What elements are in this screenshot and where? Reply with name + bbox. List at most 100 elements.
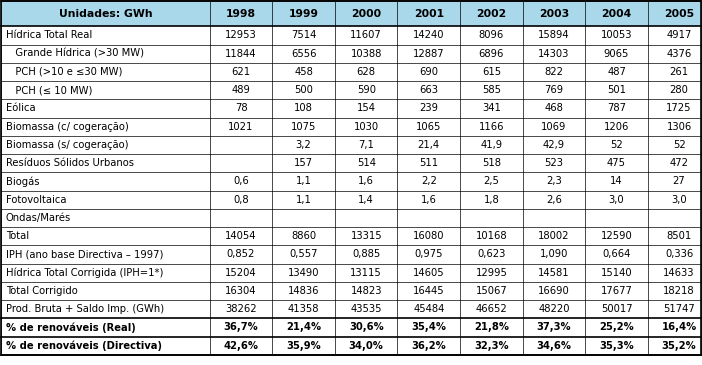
Text: 1021: 1021 xyxy=(228,122,253,132)
Text: 2000: 2000 xyxy=(351,8,381,19)
Text: 261: 261 xyxy=(670,67,689,77)
Text: 690: 690 xyxy=(419,67,438,77)
Text: Total: Total xyxy=(6,231,29,241)
Text: 14581: 14581 xyxy=(538,268,570,278)
Text: 35,9%: 35,9% xyxy=(286,341,321,351)
Text: 14054: 14054 xyxy=(225,231,257,241)
Text: 1166: 1166 xyxy=(479,122,504,132)
Text: 14: 14 xyxy=(610,176,623,187)
Text: 0,8: 0,8 xyxy=(233,195,249,205)
Text: 52: 52 xyxy=(673,140,685,150)
Bar xyxy=(1,1,701,26)
Text: 0,6: 0,6 xyxy=(233,176,249,187)
Text: PCH (>10 e ≤30 MW): PCH (>10 e ≤30 MW) xyxy=(6,67,122,77)
Text: 615: 615 xyxy=(482,67,501,77)
Text: 13490: 13490 xyxy=(288,268,319,278)
Text: 16304: 16304 xyxy=(225,286,257,296)
Bar xyxy=(1,209,701,227)
Text: 48220: 48220 xyxy=(538,304,570,314)
Text: 6556: 6556 xyxy=(291,49,317,59)
Text: 2004: 2004 xyxy=(602,8,632,19)
Text: 8860: 8860 xyxy=(291,231,316,241)
Text: 487: 487 xyxy=(607,67,626,77)
Text: 21,4%: 21,4% xyxy=(286,322,322,333)
Text: Unidades: GWh: Unidades: GWh xyxy=(59,8,152,19)
Text: Resíduos Sólidos Urbanos: Resíduos Sólidos Urbanos xyxy=(6,158,133,168)
Text: 14303: 14303 xyxy=(538,49,569,59)
Text: Biomassa (c/ cogeração): Biomassa (c/ cogeração) xyxy=(6,122,128,132)
Bar xyxy=(1,118,701,136)
Text: 21,4: 21,4 xyxy=(418,140,440,150)
Text: 0,664: 0,664 xyxy=(602,249,630,260)
Text: 590: 590 xyxy=(357,85,376,95)
Text: 13315: 13315 xyxy=(350,231,382,241)
Text: 468: 468 xyxy=(545,103,564,114)
Text: 154: 154 xyxy=(357,103,376,114)
Text: 3,2: 3,2 xyxy=(296,140,312,150)
Text: 13115: 13115 xyxy=(350,268,382,278)
Text: 14605: 14605 xyxy=(413,268,444,278)
Text: 2,3: 2,3 xyxy=(546,176,562,187)
Bar xyxy=(1,45,701,63)
Text: 280: 280 xyxy=(670,85,689,95)
Text: 108: 108 xyxy=(294,103,313,114)
Text: 14823: 14823 xyxy=(350,286,382,296)
Text: 2001: 2001 xyxy=(413,8,444,19)
Text: Biomassa (s/ cogeração): Biomassa (s/ cogeração) xyxy=(6,140,128,150)
Bar xyxy=(1,282,701,300)
Text: 51747: 51747 xyxy=(663,304,695,314)
Text: 15204: 15204 xyxy=(225,268,257,278)
Text: 38262: 38262 xyxy=(225,304,257,314)
Bar xyxy=(1,136,701,154)
Text: 10168: 10168 xyxy=(475,231,507,241)
Text: 822: 822 xyxy=(545,67,564,77)
Text: 16445: 16445 xyxy=(413,286,444,296)
Text: 7514: 7514 xyxy=(291,30,317,41)
Text: 341: 341 xyxy=(482,103,501,114)
Text: 1725: 1725 xyxy=(666,103,692,114)
Text: 17677: 17677 xyxy=(601,286,633,296)
Text: 2002: 2002 xyxy=(476,8,506,19)
Bar xyxy=(1,300,701,318)
Text: 489: 489 xyxy=(232,85,251,95)
Text: 35,3%: 35,3% xyxy=(599,341,634,351)
Text: 1206: 1206 xyxy=(604,122,629,132)
Text: 1069: 1069 xyxy=(541,122,567,132)
Text: 4917: 4917 xyxy=(666,30,691,41)
Text: 18002: 18002 xyxy=(538,231,570,241)
Text: 11607: 11607 xyxy=(350,30,382,41)
Text: 1075: 1075 xyxy=(291,122,317,132)
Text: 36,2%: 36,2% xyxy=(411,341,446,351)
Text: 4376: 4376 xyxy=(666,49,691,59)
Text: 50017: 50017 xyxy=(601,304,633,314)
Text: 45484: 45484 xyxy=(413,304,444,314)
Text: 501: 501 xyxy=(607,85,626,95)
Text: 12953: 12953 xyxy=(225,30,257,41)
Text: 2,2: 2,2 xyxy=(420,176,437,187)
Text: 769: 769 xyxy=(544,85,564,95)
Text: 36,7%: 36,7% xyxy=(224,322,258,333)
Bar xyxy=(1,26,701,45)
Text: 25,2%: 25,2% xyxy=(599,322,634,333)
Text: 514: 514 xyxy=(357,158,376,168)
Text: 8096: 8096 xyxy=(479,30,504,41)
Text: Fotovoltaica: Fotovoltaica xyxy=(6,195,66,205)
Text: 52: 52 xyxy=(610,140,623,150)
Text: 0,557: 0,557 xyxy=(289,249,318,260)
Text: 41,9: 41,9 xyxy=(480,140,503,150)
Text: 1030: 1030 xyxy=(354,122,379,132)
Text: 1999: 1999 xyxy=(289,8,319,19)
Text: 12995: 12995 xyxy=(475,268,508,278)
Text: 11844: 11844 xyxy=(225,49,257,59)
Text: 0,975: 0,975 xyxy=(415,249,443,260)
Text: 621: 621 xyxy=(232,67,251,77)
Text: 0,885: 0,885 xyxy=(352,249,380,260)
Text: 16080: 16080 xyxy=(413,231,444,241)
Text: 41358: 41358 xyxy=(288,304,319,314)
Text: 1,1: 1,1 xyxy=(296,176,312,187)
Text: 9065: 9065 xyxy=(604,49,629,59)
Text: 35,4%: 35,4% xyxy=(411,322,446,333)
Bar xyxy=(1,337,701,355)
Text: 6896: 6896 xyxy=(479,49,504,59)
Text: PCH (≤ 10 MW): PCH (≤ 10 MW) xyxy=(6,85,92,95)
